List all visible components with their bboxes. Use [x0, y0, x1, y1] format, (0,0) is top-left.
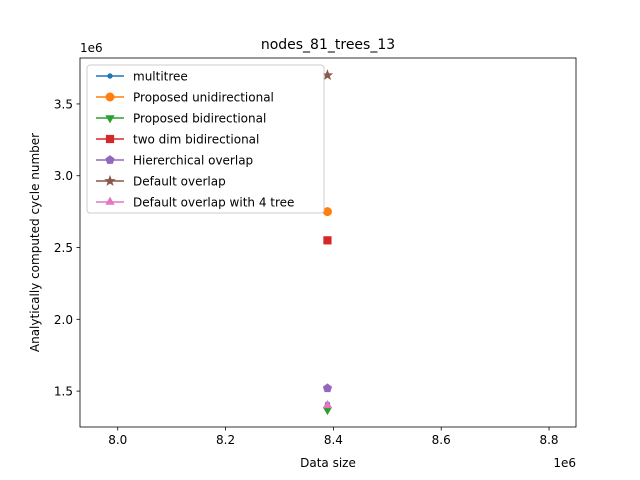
- y-axis-ticks: 1.5 2.0 2.5 3.0 3.5: [54, 97, 80, 399]
- x-tick-label: 8.0: [108, 433, 127, 447]
- x-tick-label: 8.2: [216, 433, 235, 447]
- data-point: [323, 236, 332, 245]
- legend-label: multitree: [133, 70, 188, 84]
- legend-label: two dim bidirectional: [133, 133, 259, 147]
- plot-frame: [79, 57, 577, 428]
- data-point: [322, 207, 332, 217]
- legend-label: Proposed unidirectional: [133, 91, 274, 105]
- legend-marker: [105, 196, 115, 205]
- legend-label: Hiererchical overlap: [133, 154, 253, 168]
- x-axis-label: Data size: [300, 456, 356, 470]
- chart-title: nodes_81_trees_13: [261, 37, 395, 53]
- x-tick-label: 8.4: [324, 433, 343, 447]
- legend: multitree Proposed unidirectional Proposed…: [86, 64, 325, 214]
- legend-marker: [105, 115, 115, 124]
- x-axis-ticks: 8.0 8.2 8.4 8.6 8.8: [108, 427, 559, 447]
- y-axis-label: Analytically computed cycle number: [28, 133, 42, 352]
- legend-frame: [86, 64, 325, 214]
- legend-marker: [107, 73, 113, 79]
- legend-marker: [105, 92, 115, 102]
- y-tick-label: 3.5: [54, 97, 73, 111]
- axes: [79, 57, 577, 428]
- legend-label: Default overlap: [133, 175, 226, 189]
- y-axis-offset-label: 1e6: [80, 41, 103, 55]
- x-tick-label: 8.8: [539, 433, 558, 447]
- data-marks: [321, 69, 334, 416]
- legend-marker: [104, 174, 116, 186]
- y-tick-label: 2.5: [54, 241, 73, 255]
- legend-label: Proposed bidirectional: [133, 112, 266, 126]
- legend-marker: [105, 155, 115, 164]
- x-axis-offset-label: 1e6: [553, 456, 576, 470]
- y-tick-label: 3.0: [54, 169, 73, 183]
- legend-marker: [105, 134, 115, 144]
- legend-label: Default overlap with 4 tree: [133, 196, 294, 210]
- y-tick-label: 2.0: [54, 313, 73, 327]
- data-point: [322, 400, 333, 409]
- data-point: [322, 383, 333, 393]
- x-tick-label: 8.6: [432, 433, 451, 447]
- y-tick-label: 1.5: [54, 385, 73, 399]
